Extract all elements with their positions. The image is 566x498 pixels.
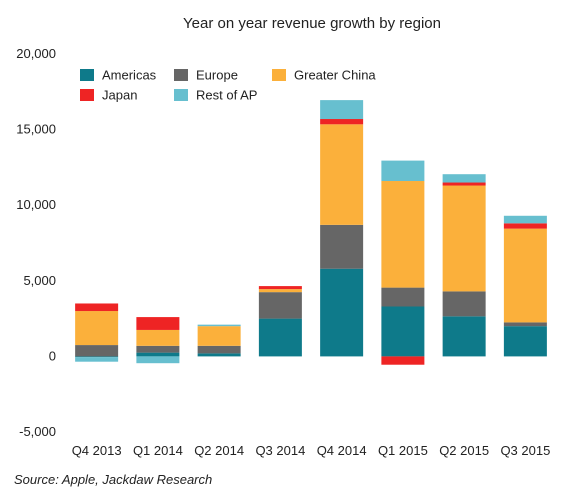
bar-segment-americas	[320, 268, 364, 357]
bar-segment-japan	[381, 356, 425, 365]
bar-segment-japan	[75, 303, 119, 312]
bar-segment-rest-of-ap	[503, 215, 547, 224]
legend-swatch	[80, 69, 94, 81]
bar-segment-japan	[503, 223, 547, 229]
bar-segment-japan	[258, 286, 302, 290]
y-tick-label: 10,000	[16, 197, 56, 212]
y-tick-label: -5,000	[19, 424, 56, 439]
x-tick-label: Q2 2014	[194, 443, 244, 458]
legend-item-americas: Americas	[80, 68, 157, 83]
bar-segment-japan	[136, 317, 180, 330]
bar-segment-americas	[197, 353, 241, 357]
bar-segment-europe	[320, 224, 364, 269]
bar-segment-europe	[136, 345, 180, 353]
legend-swatch	[174, 69, 188, 81]
bar-segment-rest-of-ap	[136, 356, 180, 364]
chart-title: Year on year revenue growth by region	[183, 15, 441, 32]
bar-segment-rest-of-ap	[197, 324, 241, 327]
y-tick-label: 20,000	[16, 46, 56, 61]
legend: Americas Europe Greater China Japan Rest of …	[80, 68, 376, 103]
y-tick-label: 15,000	[16, 122, 56, 137]
bar-segment-europe	[75, 345, 119, 357]
legend-swatch	[80, 89, 94, 101]
x-axis: Q4 2013 Q1 2014 Q2 2014 Q3 2014 Q4 2014 Q1 20…	[72, 443, 551, 458]
bar-segment-greater-china	[381, 181, 425, 288]
y-tick-label: 0	[49, 348, 56, 363]
bar-segment-europe	[197, 345, 241, 354]
x-tick-label: Q3 2015	[500, 443, 550, 458]
source-note: Source: Apple, Jackdaw Research	[14, 472, 212, 487]
bar-segment-greater-china	[503, 228, 547, 323]
legend-swatch	[174, 89, 188, 101]
bar-segment-americas	[503, 326, 547, 357]
bar-segment-japan	[442, 182, 486, 186]
legend-item-japan: Japan	[80, 88, 137, 103]
bar-segment-greater-china	[197, 326, 241, 346]
x-tick-label: Q1 2014	[133, 443, 183, 458]
legend-item-greater-china: Greater China	[272, 68, 376, 83]
legend-item-europe: Europe	[174, 68, 238, 83]
bar-segment-americas	[258, 318, 302, 357]
legend-label: Europe	[196, 68, 238, 83]
bar-segment-greater-china	[258, 289, 302, 293]
legend-swatch	[272, 69, 286, 81]
bar-segment-europe	[442, 291, 486, 317]
bar-segment-americas	[75, 356, 119, 358]
bar-segment-americas	[136, 352, 180, 357]
bar-segment-rest-of-ap	[442, 174, 486, 183]
bar-segment-europe	[503, 322, 547, 327]
bar-segment-rest-of-ap	[75, 357, 119, 362]
x-tick-label: Q1 2015	[378, 443, 428, 458]
legend-label: Rest of AP	[196, 88, 257, 103]
bar-segment-greater-china	[136, 329, 180, 346]
bar-segment-americas	[381, 306, 425, 357]
y-tick-label: 5,000	[23, 273, 56, 288]
bar-segment-japan	[320, 119, 364, 125]
x-tick-label: Q2 2015	[439, 443, 489, 458]
bar-segment-europe	[258, 292, 302, 319]
x-tick-label: Q4 2013	[72, 443, 122, 458]
bar-segment-greater-china	[75, 311, 119, 346]
legend-label: Greater China	[294, 68, 376, 83]
y-axis: -5,000 0 5,000 10,000 15,000 20,000	[16, 46, 56, 439]
bar-segment-americas	[442, 316, 486, 357]
bar-segment-rest-of-ap	[320, 100, 364, 120]
legend-label: Americas	[102, 68, 157, 83]
x-tick-label: Q4 2014	[317, 443, 367, 458]
legend-label: Japan	[102, 88, 137, 103]
bar-segment-rest-of-ap	[381, 160, 425, 182]
legend-item-rest-of-ap: Rest of AP	[174, 88, 257, 103]
x-tick-label: Q3 2014	[255, 443, 305, 458]
bars	[75, 100, 547, 365]
bar-segment-greater-china	[442, 185, 486, 292]
bar-segment-greater-china	[320, 124, 364, 225]
bar-segment-europe	[381, 287, 425, 307]
